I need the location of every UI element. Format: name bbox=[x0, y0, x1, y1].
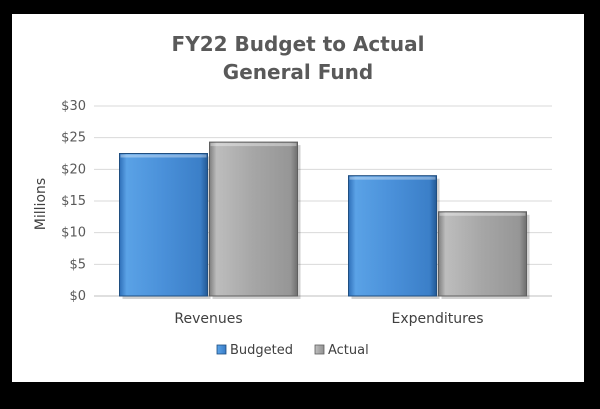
x-category-label: Revenues bbox=[174, 311, 242, 327]
y-tick-label: $15 bbox=[61, 194, 86, 209]
y-tick-label: $20 bbox=[61, 162, 86, 177]
chart-title-line-2: General Fund bbox=[222, 60, 374, 84]
bar-bevel bbox=[349, 176, 436, 180]
bar-actual-expenditures bbox=[438, 211, 527, 297]
bar-bevel bbox=[120, 154, 207, 158]
legend-label-budgeted: Budgeted bbox=[230, 343, 293, 358]
y-tick-label: $0 bbox=[69, 289, 86, 304]
y-axis-label: Millions bbox=[33, 178, 49, 230]
bar-budgeted-revenues bbox=[119, 153, 208, 297]
y-tick-label: $5 bbox=[69, 257, 86, 272]
y-tick-label: $25 bbox=[61, 131, 86, 146]
bar-bevel bbox=[439, 212, 526, 216]
legend-swatch-budgeted bbox=[216, 344, 227, 355]
bar-bevel bbox=[210, 143, 297, 147]
legend-swatch-actual bbox=[314, 344, 325, 355]
bar-budgeted-expenditures bbox=[348, 175, 437, 297]
bar-actual-revenues bbox=[209, 141, 298, 297]
chart-panel: FY22 Budget to Actual General Fund $0 $5 $… bbox=[12, 14, 584, 382]
chart-title-line-1: FY22 Budget to Actual bbox=[171, 32, 425, 56]
legend-label-actual: Actual bbox=[328, 343, 369, 358]
y-tick-label: $30 bbox=[61, 99, 86, 114]
x-category-label: Expenditures bbox=[392, 311, 484, 327]
y-tick-label: $10 bbox=[61, 226, 86, 241]
